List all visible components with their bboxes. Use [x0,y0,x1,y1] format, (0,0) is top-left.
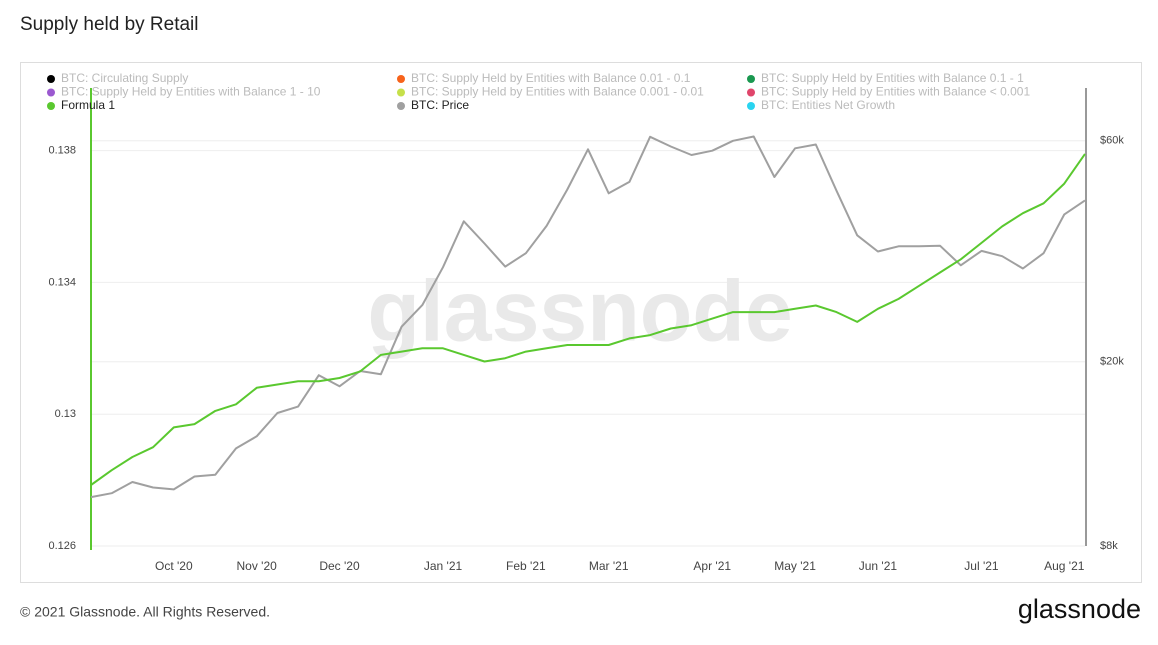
grid [91,140,1085,547]
footer: © 2021 Glassnode. All Rights Reserved. [20,604,270,620]
series-line [90,153,1086,486]
legend-swatch [397,75,405,83]
legend-swatch [747,102,755,110]
y-tick-label: 0.138 [48,145,76,157]
legend-label: BTC: Entities Net Growth [761,98,895,112]
x-tick-label: Jul '21 [964,559,999,573]
x-tick-label: Nov '20 [237,559,278,573]
watermark: glassnode [367,264,792,360]
legend-swatch [397,88,405,97]
legend-swatch [47,75,55,83]
chart-frame [20,62,1142,583]
legend-label: BTC: Supply Held by Entities with Balanc… [761,71,1024,85]
legend-label: Formula 1 [61,98,115,112]
x-tick-label: Jan '21 [424,559,463,573]
y-tick-label: 0.134 [48,276,76,288]
x-tick-label: Mar '21 [589,559,629,573]
x-tick-label: Jun '21 [859,559,898,573]
chart-title: Supply held by Retail [20,14,199,35]
x-tick-label: Feb '21 [506,559,546,573]
legend-label: BTC: Supply Held by Entities with Balanc… [61,85,321,99]
y2-tick-label: $60k [1100,135,1124,147]
legend-swatch [47,102,55,110]
x-tick-label: Dec '20 [319,559,360,573]
x-tick-label: Apr '21 [693,559,731,573]
legend-swatch [747,75,755,83]
x-tick-label: May '21 [774,559,816,573]
legend-label: BTC: Supply Held by Entities with Balanc… [411,71,691,85]
legend-label: BTC: Supply Held by Entities with Balanc… [761,85,1030,99]
y-tick-label: 0.13 [55,408,76,420]
x-tick-label: Aug '21 [1044,559,1085,573]
legend-label: BTC: Circulating Supply [61,71,188,85]
y2-tick-label: $20k [1100,356,1124,368]
legend-label: BTC: Price [411,98,469,112]
legend-swatch [47,88,55,97]
y-tick-label: 0.126 [48,540,76,552]
legend-swatch [747,88,755,97]
series-line [90,135,1086,499]
logo: glassnode [1018,594,1141,624]
legend-label: BTC: Supply Held by Entities with Balanc… [411,85,704,99]
y2-tick-label: $8k [1100,540,1118,552]
legend-swatch [397,102,405,110]
x-tick-label: Oct '20 [155,559,193,573]
